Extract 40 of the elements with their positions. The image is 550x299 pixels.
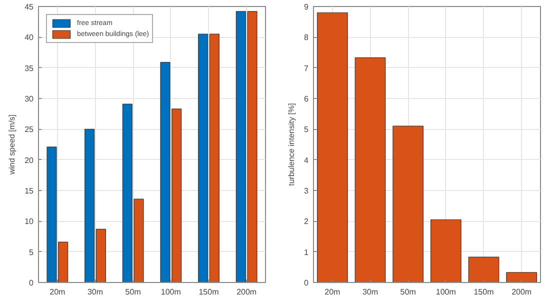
bar — [354, 57, 386, 282]
x-tick-label: 50m — [400, 288, 416, 296]
x-tick-label: 100m — [160, 288, 182, 296]
x-tick-label: 30m — [362, 288, 378, 296]
y-tick-label: 45 — [24, 2, 34, 12]
y-tick-label: 8 — [304, 33, 310, 42]
y-tick-label: 35 — [24, 64, 34, 73]
y-tick-label: 15 — [24, 186, 34, 196]
y-tick-label: 3 — [304, 186, 310, 196]
y-tick-label: 20 — [24, 156, 34, 165]
y-tick-label: 30 — [24, 94, 34, 104]
y-tick-label: 2 — [304, 217, 310, 226]
y-tick-label: 10 — [24, 217, 34, 226]
x-tick-label: 150m — [474, 288, 494, 296]
y-tick-label: 6 — [304, 94, 310, 104]
y-tick-label: 40 — [24, 33, 34, 42]
x-tick-label: 100m — [436, 288, 456, 296]
y-tick-label: 7 — [304, 64, 310, 73]
x-tick-label: 150m — [198, 288, 220, 296]
x-tick-label: 20m — [50, 288, 66, 296]
y-tick-label: 5 — [304, 125, 310, 134]
y-tick-label: 4 — [304, 156, 310, 165]
bar — [316, 12, 348, 282]
y-tick-label: 1 — [304, 248, 310, 257]
x-tick-label: 200m — [512, 288, 532, 296]
y-tick-label: 0 — [29, 278, 34, 288]
y-tick-label: 5 — [29, 248, 34, 257]
y-tick-label: 25 — [24, 125, 34, 134]
bar — [430, 219, 462, 282]
bar — [506, 272, 538, 282]
x-tick-label: 20m — [324, 288, 341, 296]
y-tick-label: 9 — [304, 2, 310, 12]
y-tick-label: 0 — [304, 278, 310, 288]
x-tick-label: 200m — [236, 288, 257, 296]
x-tick-label: 50m — [125, 288, 142, 296]
bar — [468, 256, 500, 282]
x-tick-label: 30m — [87, 288, 104, 296]
y-axis-title: wind speed [m/s] — [8, 114, 17, 176]
y-axis-title: turbulence intensity [%] — [287, 103, 296, 186]
bar — [392, 126, 424, 282]
